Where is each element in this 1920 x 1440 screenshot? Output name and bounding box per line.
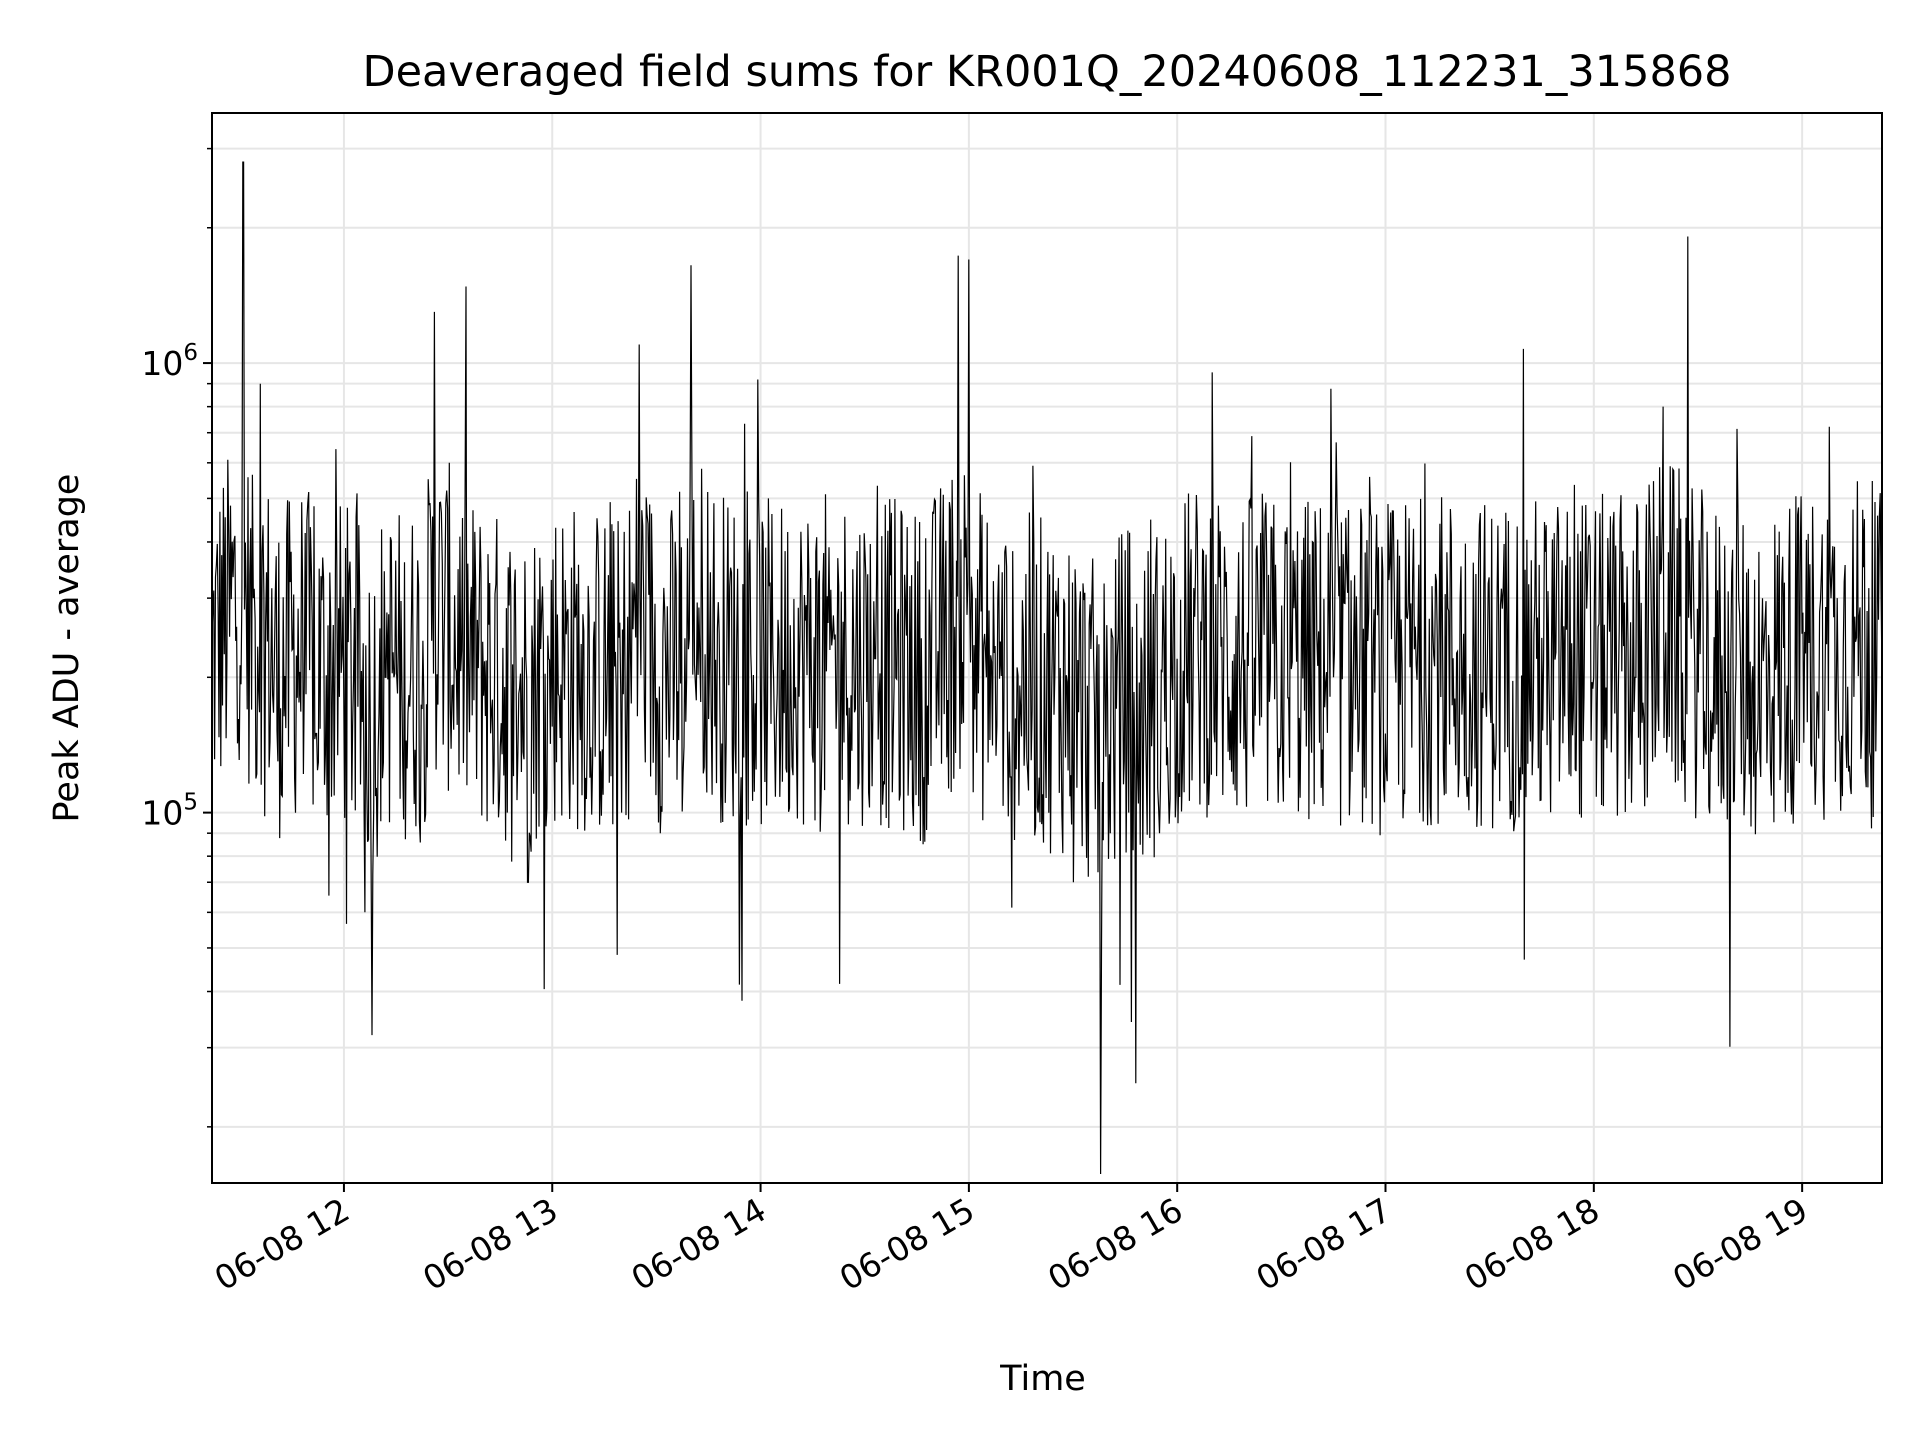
chart-title: Deaveraged field sums for KR001Q_2024060… <box>362 47 1731 97</box>
y-axis-label: Peak ADU - average <box>47 474 87 823</box>
y-tick-label: 105 <box>141 790 198 833</box>
plot-frame <box>211 112 1883 1184</box>
x-axis-label: Time <box>999 1359 1086 1399</box>
series-line <box>211 161 1883 1175</box>
y-tick-label: 106 <box>141 340 198 383</box>
series-line-group <box>211 161 1883 1175</box>
